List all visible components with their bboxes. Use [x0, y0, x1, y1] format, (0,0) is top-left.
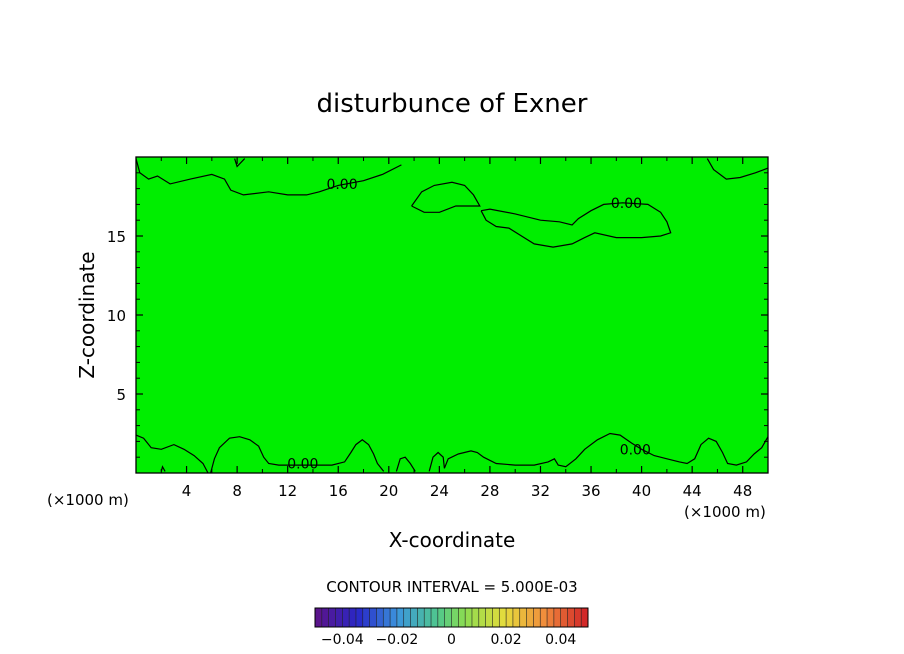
colorbar-swatch: [458, 608, 466, 627]
colorbar-swatch: [526, 608, 534, 627]
colorbar-swatch: [506, 608, 514, 627]
colorbar-label: −0.02: [375, 632, 418, 648]
x-tick-label: 12: [278, 482, 297, 500]
colorbar-swatch: [355, 608, 364, 627]
colorbar-swatch: [431, 608, 439, 627]
contour-label: 0.00: [611, 196, 642, 212]
colorbar-swatch: [471, 608, 480, 627]
colorbar-swatch: [315, 608, 323, 627]
colorbar-swatch: [383, 608, 391, 627]
x-tick-label: 16: [329, 482, 348, 500]
x-tick-label: 36: [581, 482, 600, 500]
colorbar-swatch: [349, 608, 357, 627]
x-tick-label: 44: [683, 482, 702, 500]
colorbar-labels: −0.04 −0.02 0 0.02 0.04: [321, 632, 577, 648]
x-tick-label: 48: [733, 482, 752, 500]
contour-line: [210, 436, 385, 474]
colorbar-swatch: [547, 608, 555, 627]
colorbar-swatch: [499, 608, 507, 627]
colorbar-swatch: [519, 608, 528, 627]
contour-interval-label: CONTOUR INTERVAL = 5.000E-03: [326, 578, 577, 596]
colorbar-swatch: [328, 608, 336, 627]
colorbar-swatch: [335, 608, 343, 627]
colorbar-swatch: [533, 608, 541, 627]
colorbar-swatch: [560, 608, 569, 627]
contour-line: [411, 181, 481, 213]
x-tick-label: 20: [379, 482, 398, 500]
colorbar: [314, 607, 589, 628]
colorbar-swatch: [512, 608, 521, 627]
contour-line: [706, 158, 769, 180]
colorbar-swatch: [417, 608, 425, 627]
y-tick-label: 10: [107, 307, 126, 325]
colorbar-swatch: [410, 608, 418, 627]
x-unit-left: (×1000 m): [47, 491, 129, 509]
contour-line: [135, 158, 402, 196]
colorbar-swatch: [485, 608, 493, 627]
colorbar-swatch: [321, 608, 330, 627]
colorbar-swatch: [342, 608, 350, 627]
colorbar-swatch: [492, 608, 500, 627]
colorbar-label: −0.04: [321, 632, 364, 648]
colorbar-swatch: [540, 608, 548, 627]
x-tick-label: 32: [531, 482, 550, 500]
colorbar-swatch: [437, 608, 446, 627]
contour-line: [395, 456, 416, 472]
colorbar-swatch: [444, 608, 452, 627]
contour-labels: 0.00 0.00 0.00 0.00: [287, 177, 651, 473]
colorbar-swatch: [451, 608, 459, 627]
contour-label: 0.00: [326, 177, 357, 193]
colorbar-label: 0.02: [491, 632, 522, 648]
colorbar-swatch: [396, 608, 405, 627]
colorbar-frame: [314, 607, 589, 628]
colorbar-swatch: [362, 608, 371, 627]
x-tick-label: 28: [480, 482, 499, 500]
colorbar-swatch: [581, 608, 589, 627]
y-tick-label: 15: [107, 228, 126, 246]
contour-line: [135, 434, 209, 474]
colorbar-swatch: [465, 608, 473, 627]
colorbar-label: 0: [447, 632, 456, 648]
colorbar-swatch: [369, 608, 377, 627]
colorbar-swatch: [478, 608, 487, 627]
contour-line: [428, 432, 769, 472]
x-tick-label: 40: [632, 482, 651, 500]
colorbar-swatch: [376, 608, 384, 627]
contour-lines: [135, 158, 769, 474]
x-axis-label: X-coordinate: [389, 528, 516, 552]
colorbar-swatch: [574, 608, 582, 627]
x-unit-right: (×1000 m): [684, 503, 766, 521]
colorbar-swatch: [403, 608, 412, 627]
contour-label: 0.00: [287, 457, 318, 473]
colorbar-swatch: [424, 608, 432, 627]
colorbar-swatch: [390, 608, 398, 627]
x-tick-label: 8: [232, 482, 242, 500]
y-tick-label: 5: [116, 386, 126, 404]
y-axis-label: Z-coordinate: [75, 251, 99, 378]
contour-line: [480, 202, 672, 248]
contour-label: 0.00: [620, 442, 651, 458]
x-tick-label: 4: [182, 482, 192, 500]
contour-line: [234, 158, 246, 168]
colorbar-swatch: [553, 608, 562, 627]
colorbar-swatch: [567, 608, 575, 627]
plot-area: [136, 157, 768, 473]
x-tick-label: 24: [430, 482, 449, 500]
colorbar-label: 0.04: [545, 632, 576, 648]
chart-title: disturbunce of Exner: [317, 89, 588, 119]
